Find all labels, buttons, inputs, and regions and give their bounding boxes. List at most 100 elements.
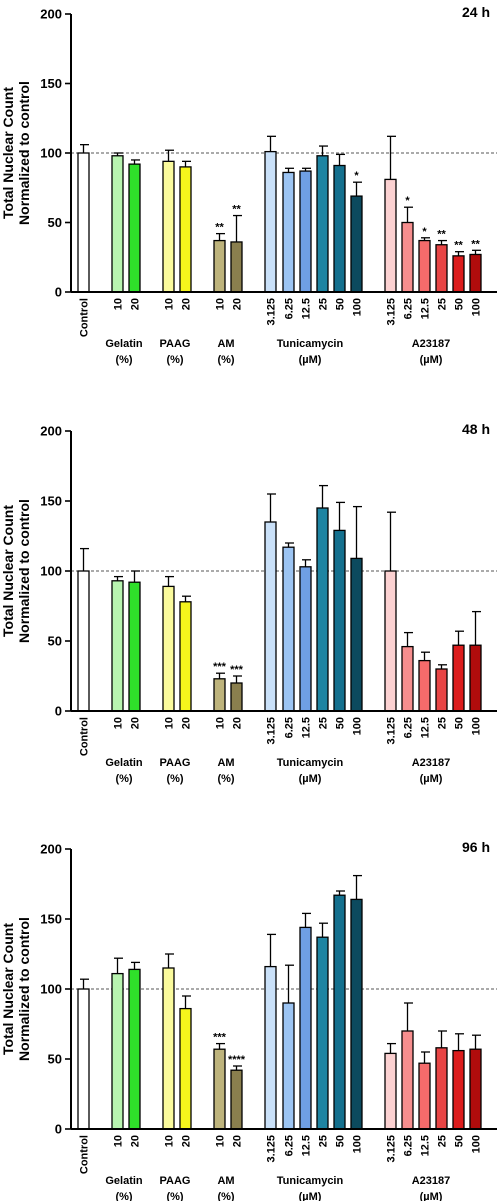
significance-label: ** — [454, 240, 463, 252]
x-tick-label: 20 — [181, 717, 193, 729]
chart-panel-2: Total Nuclear Count Normalized to control… — [0, 421, 497, 785]
x-tick-label: 12.5 — [301, 717, 313, 738]
bar — [128, 581, 141, 712]
bar — [452, 255, 465, 293]
bar — [299, 566, 312, 712]
bar — [333, 894, 346, 1130]
x-tick-label: 10 — [215, 298, 227, 310]
x-tick-label: Control — [79, 1135, 91, 1174]
y-axis-label: Normalized to control — [16, 81, 32, 225]
bar — [111, 972, 124, 1130]
x-tick-label: 10 — [164, 1135, 176, 1147]
significance-label: **** — [228, 1054, 246, 1066]
x-tick-label: 12.5 — [420, 717, 432, 738]
x-tick-label: 25 — [318, 717, 330, 729]
bar — [469, 1048, 482, 1130]
bar — [333, 529, 346, 712]
x-tick-label: 50 — [335, 717, 347, 729]
bar — [77, 570, 90, 712]
bar — [162, 160, 175, 293]
y-tick-label: 0 — [55, 704, 62, 719]
bar — [299, 926, 312, 1130]
y-tick-label: 50 — [48, 215, 62, 230]
x-tick-label: 100 — [471, 298, 483, 316]
chart-title: 48 h — [462, 421, 490, 437]
bar — [452, 1049, 465, 1130]
x-tick-label: 3.125 — [386, 298, 398, 326]
group-label: Gelatin — [105, 338, 143, 350]
x-tick-label: 12.5 — [301, 1135, 313, 1156]
x-tick-label: Control — [79, 298, 91, 337]
bar — [162, 585, 175, 712]
bar — [230, 682, 243, 712]
x-tick-label: 20 — [181, 1135, 193, 1147]
bar — [452, 644, 465, 712]
bar — [316, 155, 329, 293]
x-tick-label: 20 — [232, 717, 244, 729]
x-tick-label: 6.25 — [403, 717, 415, 738]
bar — [469, 644, 482, 712]
bar — [384, 570, 397, 712]
bar — [418, 239, 431, 293]
bar — [282, 1002, 295, 1130]
bar — [401, 1030, 414, 1130]
group-label: Tunicamycin — [277, 757, 344, 769]
significance-label: ** — [471, 238, 480, 250]
bar — [299, 170, 312, 293]
bar — [179, 601, 192, 712]
group-label: A23187 — [412, 757, 451, 769]
bar — [213, 678, 226, 712]
y-tick-label: 150 — [40, 76, 62, 91]
x-tick-label: 10 — [215, 1135, 227, 1147]
y-tick-label: 0 — [55, 1122, 62, 1137]
x-tick-label: 50 — [335, 298, 347, 310]
x-tick-label: 20 — [130, 717, 142, 729]
group-label: (%) — [166, 354, 183, 366]
significance-label: *** — [213, 661, 227, 673]
x-tick-label: 20 — [130, 298, 142, 310]
significance-label: ** — [232, 204, 241, 216]
y-tick-label: 200 — [40, 842, 62, 857]
x-tick-label: 3.125 — [266, 1135, 278, 1163]
group-label: (%) — [217, 354, 234, 366]
y-axis-label: Total Nuclear Count — [0, 505, 16, 637]
group-label: PAAG — [160, 338, 191, 350]
bar — [162, 967, 175, 1130]
group-label: Gelatin — [105, 1175, 143, 1187]
x-tick-label: 20 — [232, 1135, 244, 1147]
x-tick-label: 3.125 — [386, 1135, 398, 1163]
x-tick-label: 6.25 — [284, 1135, 296, 1156]
x-tick-label: 10 — [113, 717, 125, 729]
significance-label: * — [354, 170, 359, 182]
y-tick-label: 0 — [55, 285, 62, 300]
x-tick-label: 12.5 — [301, 298, 313, 319]
chart-title: 24 h — [462, 4, 490, 20]
group-label: (%) — [217, 1191, 234, 1201]
x-tick-label: 3.125 — [266, 298, 278, 326]
group-label: (µM) — [299, 1191, 322, 1201]
bar — [77, 152, 90, 293]
bar — [213, 239, 226, 293]
y-tick-label: 100 — [40, 146, 62, 161]
x-tick-label: 100 — [471, 717, 483, 735]
chart-panel-3: Total Nuclear Count Normalized to control… — [0, 839, 497, 1201]
x-tick-label: 12.5 — [420, 1135, 432, 1156]
group-label: AM — [217, 338, 234, 350]
bar — [230, 1069, 243, 1130]
x-tick-label: 25 — [318, 298, 330, 310]
significance-label: *** — [213, 1032, 227, 1044]
y-tick-label: 100 — [40, 564, 62, 579]
y-axis-label: Total Nuclear Count — [0, 87, 16, 219]
chart-title: 96 h — [462, 839, 490, 855]
x-tick-label: 50 — [454, 717, 466, 729]
bar — [264, 150, 277, 293]
x-tick-label: 100 — [352, 717, 364, 735]
y-tick-label: 50 — [48, 1052, 62, 1067]
chart-panel-1: Total Nuclear Count Normalized to control… — [0, 4, 497, 366]
significance-label: * — [405, 195, 410, 207]
group-label: Tunicamycin — [277, 1175, 344, 1187]
bar — [435, 1047, 448, 1130]
x-tick-label: 25 — [437, 1135, 449, 1147]
bar — [264, 965, 277, 1130]
group-label: (%) — [217, 773, 234, 785]
